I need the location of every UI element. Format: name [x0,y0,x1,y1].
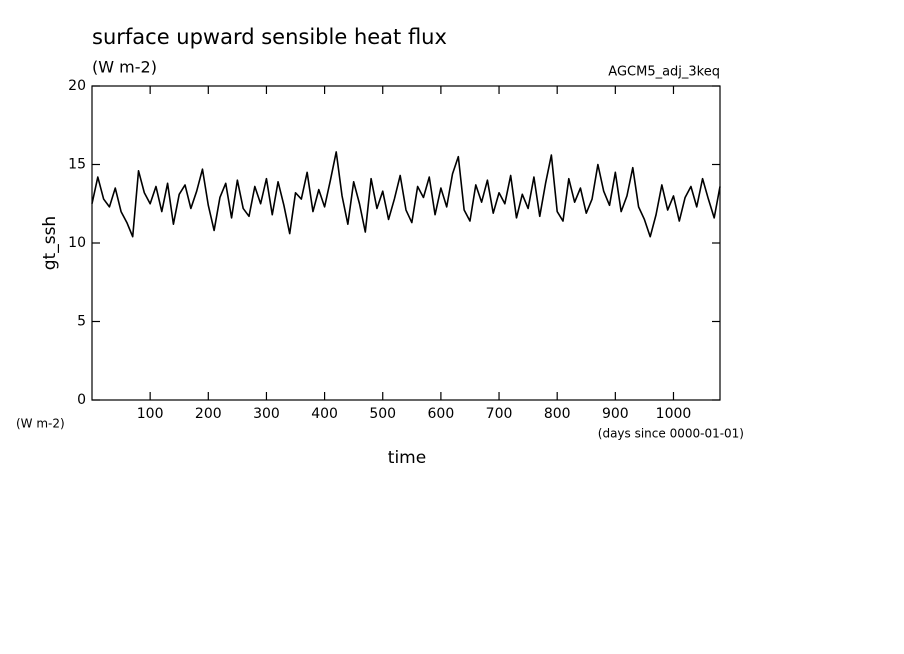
subtitle: (W m-2) [92,58,157,77]
x-tick-label: 600 [428,406,455,422]
y-tick-label: 20 [68,78,86,94]
y-tick-label: 0 [77,392,86,408]
y-tick-label: 10 [68,235,86,251]
y-unit: (W m-2) [16,417,65,431]
x-tick-label: 800 [544,406,571,422]
x-tick-label: 100 [137,406,164,422]
x-tick-label: 900 [602,406,629,422]
x-tick-label: 200 [195,406,222,422]
data-line [91,151,721,238]
x-unit: (days since 0000-01-01) [598,427,744,441]
y-tick-label: 5 [77,314,86,330]
plot-frame [91,85,721,401]
x-tick-label: 1000 [656,406,692,422]
y-axis-label: gt_ssh [40,216,60,270]
x-tick-label: 400 [311,406,338,422]
x-tick-label: 300 [253,406,280,422]
x-tick-label: 700 [486,406,513,422]
chart-title: surface upward sensible heat flux [92,25,447,49]
annotation: AGCM5_adj_3keq [608,65,720,80]
x-tick-label: 500 [369,406,396,422]
x-axis-label: time [388,448,426,468]
y-tick-label: 15 [68,157,86,173]
